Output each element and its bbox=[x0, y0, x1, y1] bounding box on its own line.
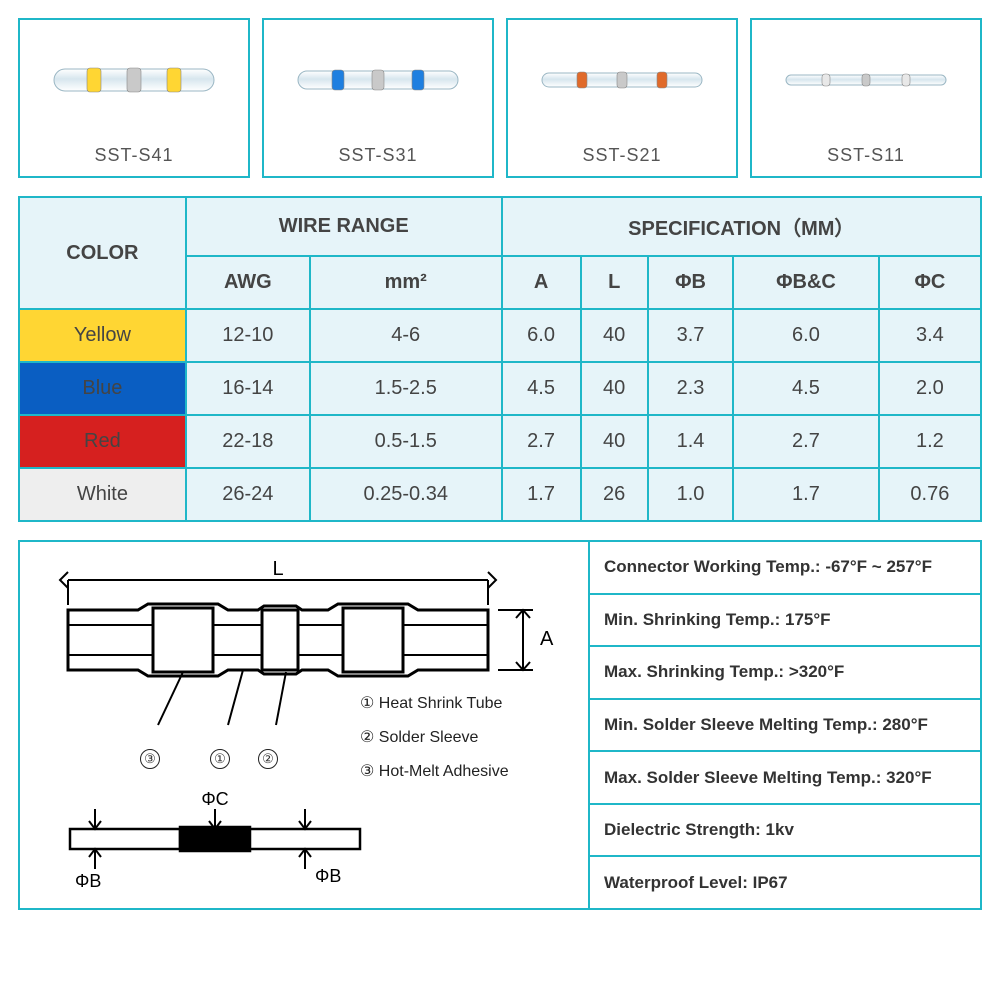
spec-cell: 2.7 bbox=[502, 415, 581, 468]
table-row: White26-240.25-0.341.7261.01.70.76 bbox=[19, 468, 981, 521]
product-image bbox=[264, 20, 492, 139]
bottom-panel: L A ③ ① ② ΦC bbox=[18, 540, 982, 910]
legend-text: Solder Sleeve bbox=[379, 729, 479, 746]
spec-table: COLOR WIRE RANGE SPECIFICATION（MM） AWGmm… bbox=[18, 196, 982, 522]
property-row: Waterproof Level: IP67 bbox=[590, 857, 980, 908]
spec-cell: 0.76 bbox=[879, 468, 981, 521]
A-label: A bbox=[540, 628, 554, 650]
spec-cell: 1.2 bbox=[879, 415, 981, 468]
spec-cell: 1.0 bbox=[648, 468, 733, 521]
diagram-legend: ① Heat Shrink Tube② Solder Sleeve③ Hot-M… bbox=[360, 687, 509, 789]
th-spec: SPECIFICATION（MM） bbox=[502, 197, 981, 256]
spec-cell: 1.7 bbox=[733, 468, 879, 521]
product-label: SST-S31 bbox=[264, 139, 492, 176]
spec-cell: 26-24 bbox=[186, 468, 310, 521]
spec-cell: 1.4 bbox=[648, 415, 733, 468]
spec-cell: 12-10 bbox=[186, 309, 310, 362]
th-sub: ΦB&C bbox=[733, 256, 879, 309]
th-color: COLOR bbox=[19, 197, 186, 309]
legend-item: ② Solder Sleeve bbox=[360, 721, 509, 755]
table-row: Red22-180.5-1.52.7401.42.71.2 bbox=[19, 415, 981, 468]
spec-cell: 26 bbox=[581, 468, 648, 521]
spec-cell: 4.5 bbox=[733, 362, 879, 415]
table-row: Yellow12-104-66.0403.76.03.4 bbox=[19, 309, 981, 362]
product-label: SST-S41 bbox=[20, 139, 248, 176]
color-cell: White bbox=[19, 468, 186, 521]
legend-item: ③ Hot-Melt Adhesive bbox=[360, 755, 509, 789]
svg-text:ΦC: ΦC bbox=[201, 789, 228, 809]
callout-3: ③ bbox=[140, 749, 160, 769]
spec-cell: 0.25-0.34 bbox=[310, 468, 502, 521]
spec-cell: 16-14 bbox=[186, 362, 310, 415]
th-sub: ΦB bbox=[648, 256, 733, 309]
th-wire-range: WIRE RANGE bbox=[186, 197, 502, 256]
spec-cell: 6.0 bbox=[502, 309, 581, 362]
product-image bbox=[752, 20, 980, 139]
spec-cell: 3.4 bbox=[879, 309, 981, 362]
spec-cell: 2.7 bbox=[733, 415, 879, 468]
callout-2: ② bbox=[258, 749, 278, 769]
spec-cell: 40 bbox=[581, 309, 648, 362]
color-cell: Yellow bbox=[19, 309, 186, 362]
spec-cell: 6.0 bbox=[733, 309, 879, 362]
callout-1: ① bbox=[210, 749, 230, 769]
product-card: SST-S41 bbox=[18, 18, 250, 178]
property-row: Min. Shrinking Temp.: 175°F bbox=[590, 595, 980, 648]
svg-text:ΦB: ΦB bbox=[75, 871, 101, 891]
product-image bbox=[20, 20, 248, 139]
product-card: SST-S31 bbox=[262, 18, 494, 178]
property-row: Max. Solder Sleeve Melting Temp.: 320°F bbox=[590, 752, 980, 805]
spec-cell: 1.5-2.5 bbox=[310, 362, 502, 415]
color-cell: Red bbox=[19, 415, 186, 468]
th-sub: AWG bbox=[186, 256, 310, 309]
property-row: Connector Working Temp.: -67°F ~ 257°F bbox=[590, 542, 980, 595]
spec-cell: 4-6 bbox=[310, 309, 502, 362]
legend-num: ③ bbox=[360, 763, 374, 780]
product-label: SST-S11 bbox=[752, 139, 980, 176]
L-label: L bbox=[272, 558, 283, 580]
property-row: Min. Solder Sleeve Melting Temp.: 280°F bbox=[590, 700, 980, 753]
spec-cell: 40 bbox=[581, 415, 648, 468]
legend-num: ② bbox=[360, 729, 374, 746]
th-sub: ΦC bbox=[879, 256, 981, 309]
spec-cell: 3.7 bbox=[648, 309, 733, 362]
diagram-pane: L A ③ ① ② ΦC bbox=[20, 542, 590, 908]
property-row: Dielectric Strength: 1kv bbox=[590, 805, 980, 858]
legend-text: Hot-Melt Adhesive bbox=[379, 763, 509, 780]
th-sub: L bbox=[581, 256, 648, 309]
table-row: Blue16-141.5-2.54.5402.34.52.0 bbox=[19, 362, 981, 415]
legend-item: ① Heat Shrink Tube bbox=[360, 687, 509, 721]
spec-cell: 1.7 bbox=[502, 468, 581, 521]
spec-cell: 0.5-1.5 bbox=[310, 415, 502, 468]
color-cell: Blue bbox=[19, 362, 186, 415]
legend-text: Heat Shrink Tube bbox=[379, 695, 503, 712]
property-row: Max. Shrinking Temp.: >320°F bbox=[590, 647, 980, 700]
spec-cell: 2.0 bbox=[879, 362, 981, 415]
svg-text:ΦB: ΦB bbox=[315, 866, 341, 886]
product-card: SST-S11 bbox=[750, 18, 982, 178]
spec-cell: 22-18 bbox=[186, 415, 310, 468]
spec-cell: 4.5 bbox=[502, 362, 581, 415]
spec-cell: 40 bbox=[581, 362, 648, 415]
spec-cell: 2.3 bbox=[648, 362, 733, 415]
th-sub: mm² bbox=[310, 256, 502, 309]
legend-num: ① bbox=[360, 695, 374, 712]
product-card: SST-S21 bbox=[506, 18, 738, 178]
th-sub: A bbox=[502, 256, 581, 309]
product-image bbox=[508, 20, 736, 139]
diagram-lower-svg: ΦC ΦB ΦB bbox=[40, 787, 380, 897]
product-row: SST-S41 SST-S31 bbox=[18, 18, 982, 178]
properties-pane: Connector Working Temp.: -67°F ~ 257°FMi… bbox=[590, 542, 980, 908]
product-label: SST-S21 bbox=[508, 139, 736, 176]
